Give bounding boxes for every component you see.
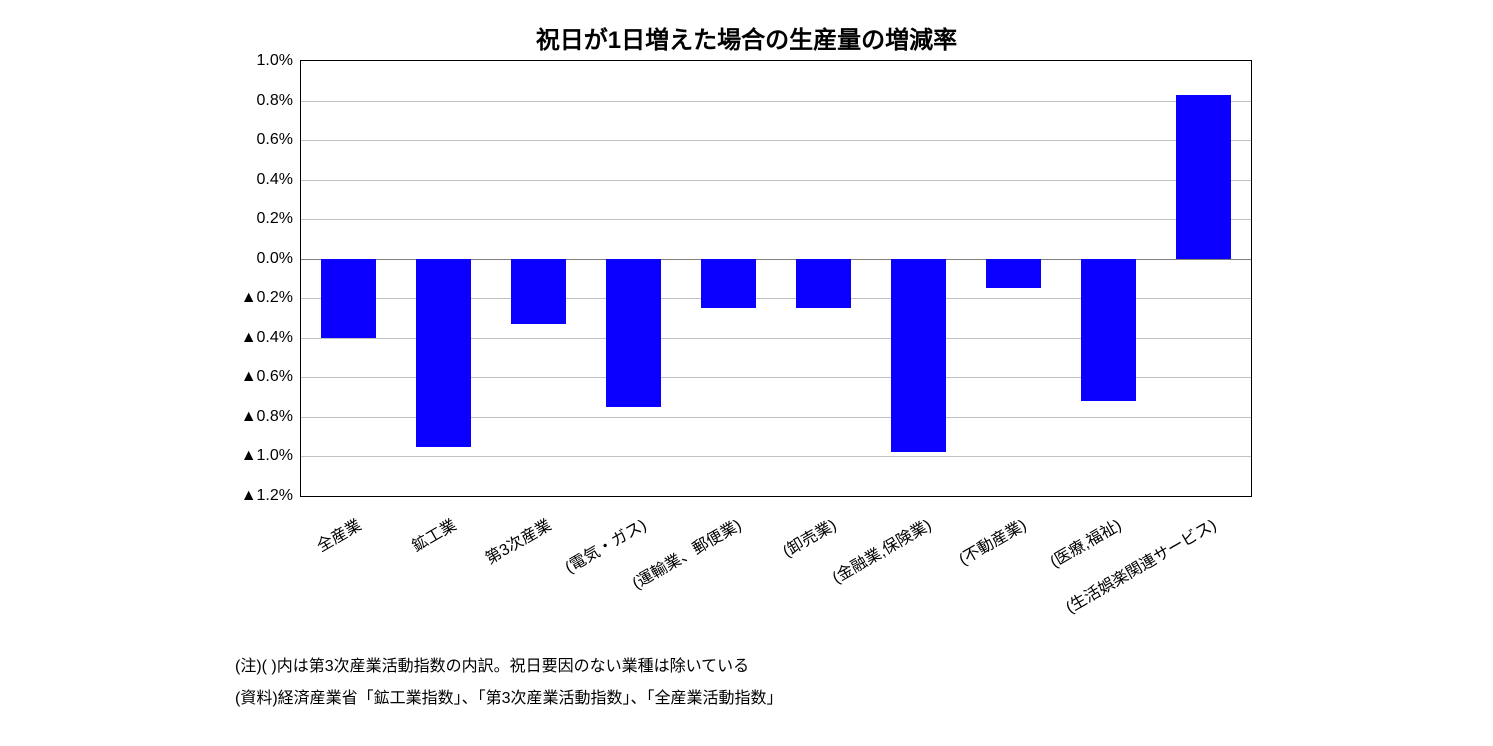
bar [416,259,471,447]
footnote-note: (注)( )内は第3次産業活動指数の内訳。祝日要因のない業種は除いている [235,652,749,676]
gridline [301,180,1251,181]
bar [796,259,851,308]
footnote-source: (資料)経済産業省「鉱工業指数」、「第3次産業活動指数」、「全産業活動指数」 [235,684,783,708]
gridline [301,219,1251,220]
bar [986,259,1041,289]
ytick-label: 0.4% [257,171,293,189]
ytick-label: 1.0% [257,52,293,70]
gridline [301,456,1251,457]
bar [321,259,376,338]
ytick-label: ▲1.0% [241,447,293,465]
bar [701,259,756,308]
ytick-label: 0.2% [257,210,293,228]
ytick-label: ▲1.2% [241,487,293,505]
bar [1081,259,1136,401]
ytick-label: ▲0.2% [241,289,293,307]
ytick-label: 0.8% [257,92,293,110]
chart-container: 祝日が1日増えた場合の生産量の増減率 ▲1.2%▲1.0%▲0.8%▲0.6%▲… [0,0,1493,746]
ytick-label: ▲0.4% [241,329,293,347]
bar [1176,95,1231,259]
ytick-label: 0.6% [257,131,293,149]
bar [511,259,566,324]
gridline [301,101,1251,102]
bar [606,259,661,407]
chart-title: 祝日が1日増えた場合の生産量の増減率 [0,20,1493,55]
gridline [301,140,1251,141]
ytick-label: ▲0.6% [241,368,293,386]
plot-area: ▲1.2%▲1.0%▲0.8%▲0.6%▲0.4%▲0.2%0.0%0.2%0.… [300,60,1252,497]
ytick-label: 0.0% [257,250,293,268]
ytick-label: ▲0.8% [241,408,293,426]
bar [891,259,946,453]
